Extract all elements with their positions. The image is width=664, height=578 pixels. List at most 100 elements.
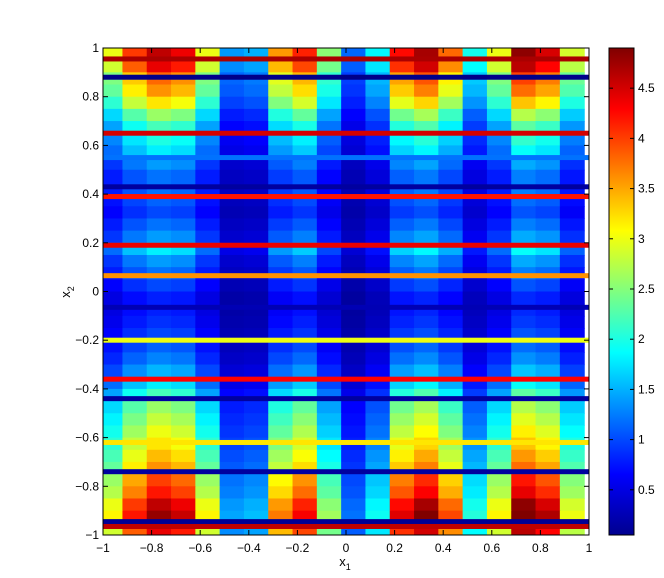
- heatmap-cell: [365, 328, 391, 341]
- heatmap-cell: [122, 169, 148, 183]
- heatmap-cell: [365, 315, 391, 329]
- heatmap-cell: [103, 474, 124, 487]
- y-tick-label: 0.8: [82, 90, 99, 104]
- heatmap-cell: [171, 133, 196, 146]
- heatmap-cell: [146, 279, 172, 293]
- heatmap-cell: [365, 84, 391, 98]
- y-tick-label: 0.4: [82, 187, 99, 201]
- heatmap-cell: [535, 108, 561, 122]
- heatmap-cell: [219, 108, 245, 122]
- heatmap-cell: [438, 425, 464, 439]
- heatmap-cell: [365, 340, 391, 353]
- heatmap-cell: [389, 96, 415, 110]
- heatmap-cell: [268, 84, 294, 98]
- heatmap-cell: [146, 449, 172, 463]
- heatmap-cell: [511, 60, 537, 73]
- heatmap-cell: [462, 230, 488, 244]
- heatmap-cell: [219, 254, 245, 268]
- heatmap-cell: [316, 84, 342, 98]
- heatmap-cell: [389, 401, 415, 414]
- heatmap-cell: [341, 121, 367, 134]
- heatmap-cell: [559, 84, 585, 98]
- heatmap-cell: [122, 157, 148, 171]
- heatmap-cell: [171, 279, 196, 293]
- heatmap-cell: [316, 486, 342, 500]
- heatmap-cell: [292, 413, 318, 427]
- heatmap-cell: [414, 413, 439, 427]
- heatmap-cell: [243, 315, 269, 329]
- heatmap-cell: [414, 218, 439, 232]
- heatmap-cell: [559, 474, 585, 487]
- heatmap-band: [103, 194, 589, 200]
- heatmap-cell: [535, 486, 561, 500]
- heatmap-cell: [414, 145, 439, 159]
- heatmap-cell: [486, 340, 512, 353]
- heatmap-cell: [171, 315, 196, 329]
- heatmap-cell: [195, 145, 221, 159]
- heatmap-cell: [243, 157, 269, 171]
- heatmap-cell: [292, 474, 318, 487]
- heatmap-cell: [268, 206, 294, 220]
- heatmap-cell: [535, 425, 561, 439]
- heatmap-cell: [511, 169, 537, 183]
- heatmap-cell: [268, 474, 294, 487]
- heatmap-cell: [462, 157, 488, 171]
- heatmap-cell: [462, 169, 488, 183]
- heatmap-cell: [171, 254, 196, 268]
- heatmap-cell: [414, 486, 439, 500]
- heatmap-cell: [195, 486, 221, 500]
- heatmap-cell: [535, 84, 561, 98]
- heatmap-cell: [486, 60, 512, 73]
- heatmap-cell: [511, 413, 537, 427]
- heatmap-cell: [292, 206, 318, 220]
- heatmap-cell: [414, 206, 439, 220]
- heatmap-cell: [511, 254, 537, 268]
- heatmap-cell: [219, 84, 245, 98]
- x-tick-label: 1: [586, 541, 593, 555]
- heatmap-cell: [341, 230, 367, 244]
- heatmap-band: [103, 56, 589, 62]
- heatmap-cell: [341, 364, 367, 378]
- heatmap-cell: [365, 474, 391, 487]
- heatmap-cell: [219, 315, 245, 329]
- heatmap-cell: [219, 413, 245, 427]
- heatmap-cell: [365, 291, 391, 305]
- heatmap-cell: [486, 328, 512, 341]
- heatmap-cell: [414, 121, 439, 134]
- heatmap-cell: [195, 340, 221, 353]
- heatmap-cell: [219, 401, 245, 414]
- heatmap-cell: [438, 84, 464, 98]
- heatmap-cell: [365, 279, 391, 293]
- heatmap-cell: [462, 206, 488, 220]
- heatmap-cell: [389, 157, 415, 171]
- heatmap-cell: [414, 60, 439, 73]
- heatmap-cell: [146, 218, 172, 232]
- heatmap-cell: [365, 60, 391, 73]
- heatmap-cell: [414, 474, 439, 487]
- heatmap-cell: [316, 60, 342, 73]
- heatmap-cell: [146, 157, 172, 171]
- heatmap-cell: [243, 133, 269, 146]
- heatmap-cell: [219, 474, 245, 487]
- heatmap-cell: [341, 60, 367, 73]
- heatmap-cell: [316, 340, 342, 353]
- heatmap-cell: [122, 474, 148, 487]
- heatmap-cell: [438, 108, 464, 122]
- x-tick-label: −1: [96, 541, 110, 555]
- heatmap-band: [103, 242, 589, 248]
- heatmap-band: [103, 304, 589, 310]
- heatmap-cell: [243, 279, 269, 293]
- heatmap-cell: [122, 254, 148, 268]
- heatmap-cell: [341, 145, 367, 159]
- heatmap-cell: [243, 449, 269, 463]
- heatmap-cell: [414, 96, 439, 110]
- heatmap-cell: [243, 230, 269, 244]
- heatmap-cell: [365, 413, 391, 427]
- heatmap-cell: [195, 157, 221, 171]
- heatmap-cell: [122, 498, 148, 512]
- heatmap-cell: [243, 206, 269, 220]
- heatmap-cell: [243, 121, 269, 134]
- heatmap-cell: [171, 60, 196, 73]
- heatmap-cell: [341, 291, 367, 305]
- heatmap-cell: [438, 279, 464, 293]
